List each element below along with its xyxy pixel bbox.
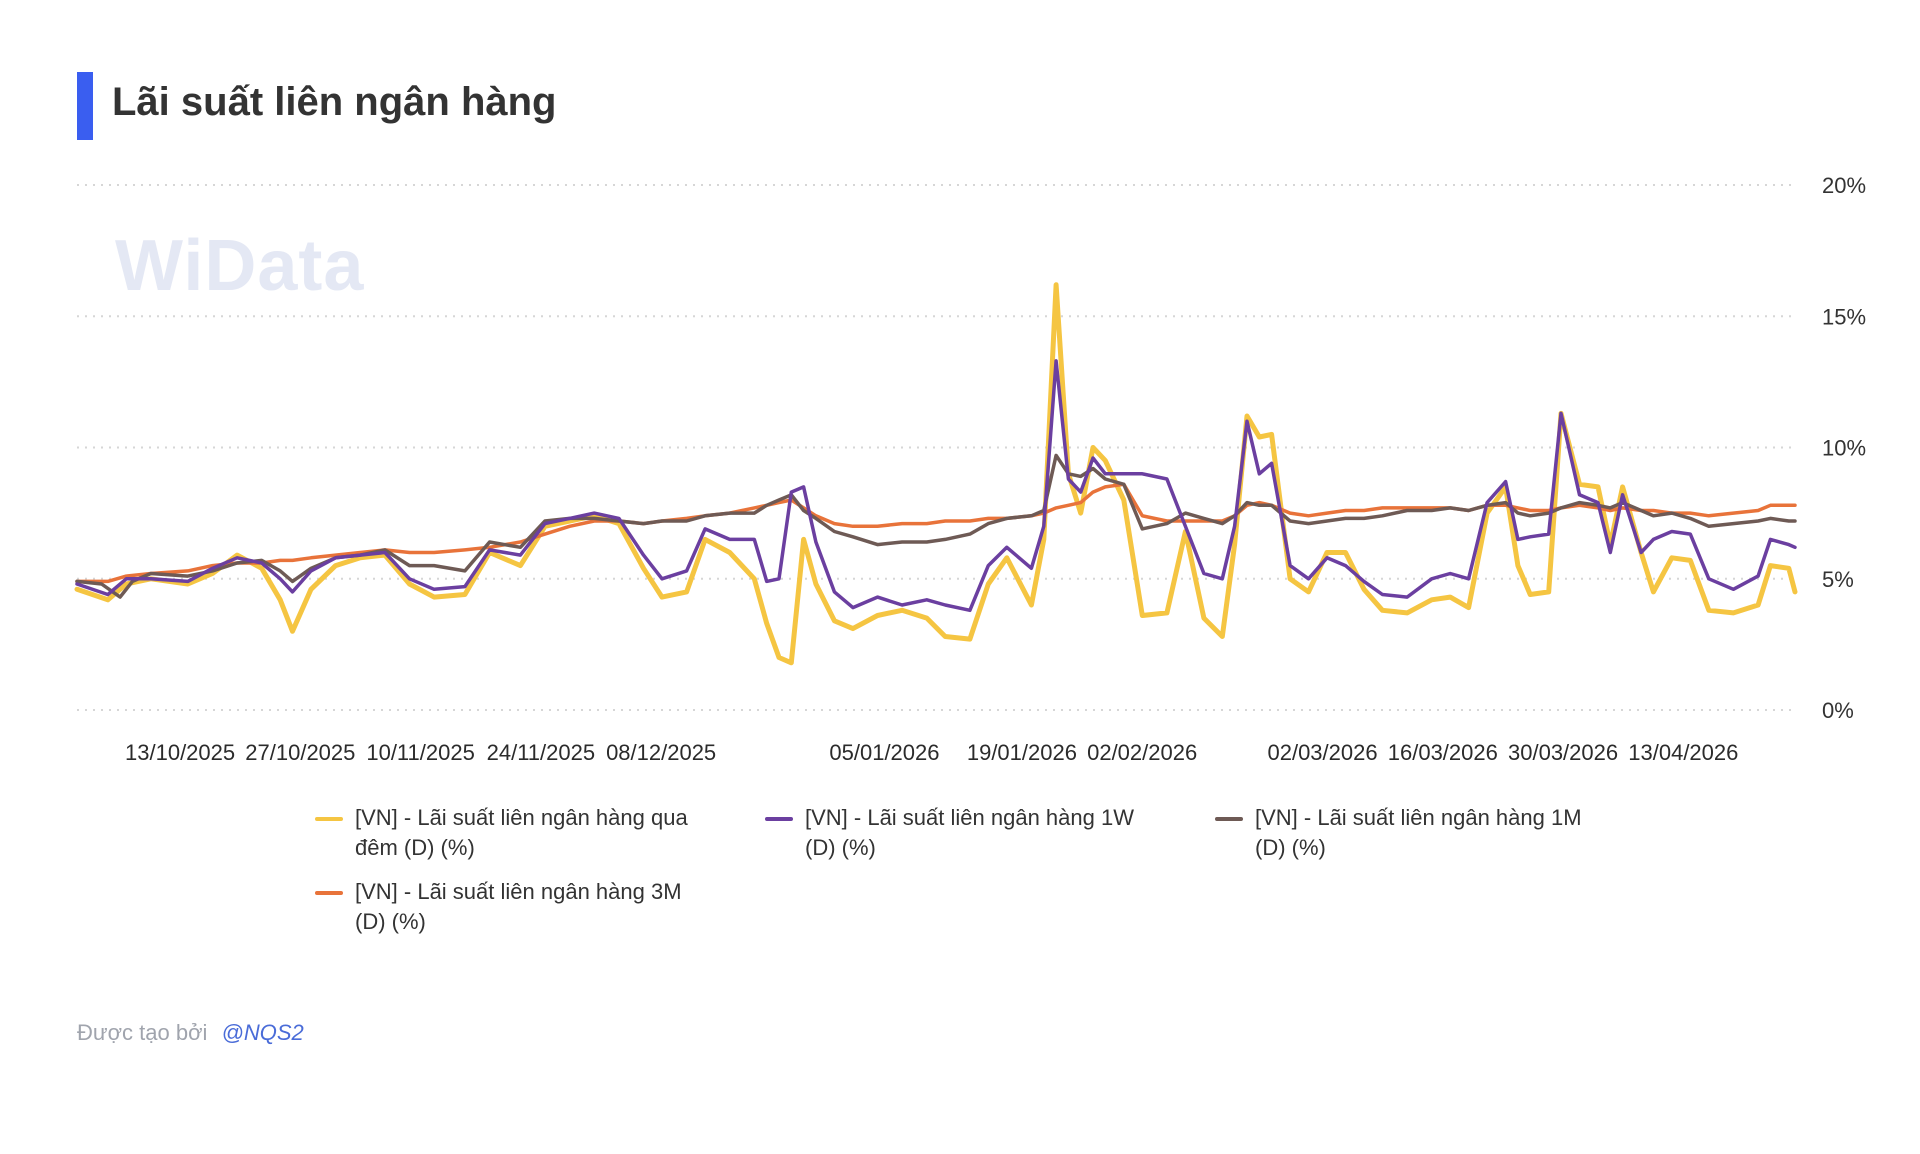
series-line-w1: [75, 359, 1797, 613]
footer-prefix: Được tạo bởi: [77, 1020, 208, 1045]
x-tick-label: 27/10/2025: [245, 740, 355, 765]
y-tick-label: 15%: [1822, 304, 1866, 329]
footer-credit: Được tạo bởi @NQS2: [77, 1020, 304, 1046]
x-tick-label: 02/03/2026: [1267, 740, 1377, 765]
y-tick-label: 20%: [1822, 173, 1866, 198]
title-accent-bar: [77, 72, 93, 140]
x-tick-label: 13/04/2026: [1628, 740, 1738, 765]
chart-title: Lãi suất liên ngân hàng: [112, 80, 557, 124]
x-tick-label: 19/01/2026: [967, 740, 1077, 765]
legend-item-1m[interactable]: [VN] - Lãi suất liên ngân hàng 1M (D) (%…: [1215, 803, 1615, 863]
x-tick-label: 16/03/2026: [1388, 740, 1498, 765]
legend-label-1w: [VN] - Lãi suất liên ngân hàng 1W (D) (%…: [805, 805, 1134, 860]
x-tick-label: 24/11/2025: [487, 740, 595, 765]
series-line-m1: [75, 453, 1797, 599]
x-tick-label: 13/10/2025: [125, 740, 235, 765]
y-tick-label: 5%: [1822, 567, 1854, 592]
legend-label-3m: [VN] - Lãi suất liên ngân hàng 3M (D) (%…: [355, 879, 682, 934]
legend-swatch-1m: [1215, 817, 1243, 821]
legend-swatch-overnight: [315, 817, 343, 821]
legend-label-overnight: [VN] - Lãi suất liên ngân hàng qua đêm (…: [355, 805, 688, 860]
series-line-overnight: [74, 282, 1798, 666]
legend-item-1w[interactable]: [VN] - Lãi suất liên ngân hàng 1W (D) (%…: [765, 803, 1165, 863]
y-tick-label: 10%: [1822, 436, 1866, 461]
legend-label-1m: [VN] - Lãi suất liên ngân hàng 1M (D) (%…: [1255, 805, 1582, 860]
x-tick-label: 08/12/2025: [606, 740, 716, 765]
legend-swatch-1w: [765, 817, 793, 821]
legend-item-3m[interactable]: [VN] - Lãi suất liên ngân hàng 3M (D) (%…: [315, 877, 715, 937]
x-tick-label: 05/01/2026: [829, 740, 939, 765]
footer-handle-link[interactable]: @NQS2: [221, 1020, 304, 1045]
legend-item-overnight[interactable]: [VN] - Lãi suất liên ngân hàng qua đêm (…: [315, 803, 715, 863]
x-tick-label: 02/02/2026: [1087, 740, 1197, 765]
watermark-logo: WiData: [115, 226, 365, 306]
x-tick-label: 10/11/2025: [366, 740, 474, 765]
y-tick-label: 0%: [1822, 698, 1854, 723]
x-tick-label: 30/03/2026: [1508, 740, 1618, 765]
legend-swatch-3m: [315, 891, 343, 895]
line-chart: 0% 5% 10% 15% 20% 13/10/2025 27/10/2025 10/11/2…: [74, 173, 1866, 765]
